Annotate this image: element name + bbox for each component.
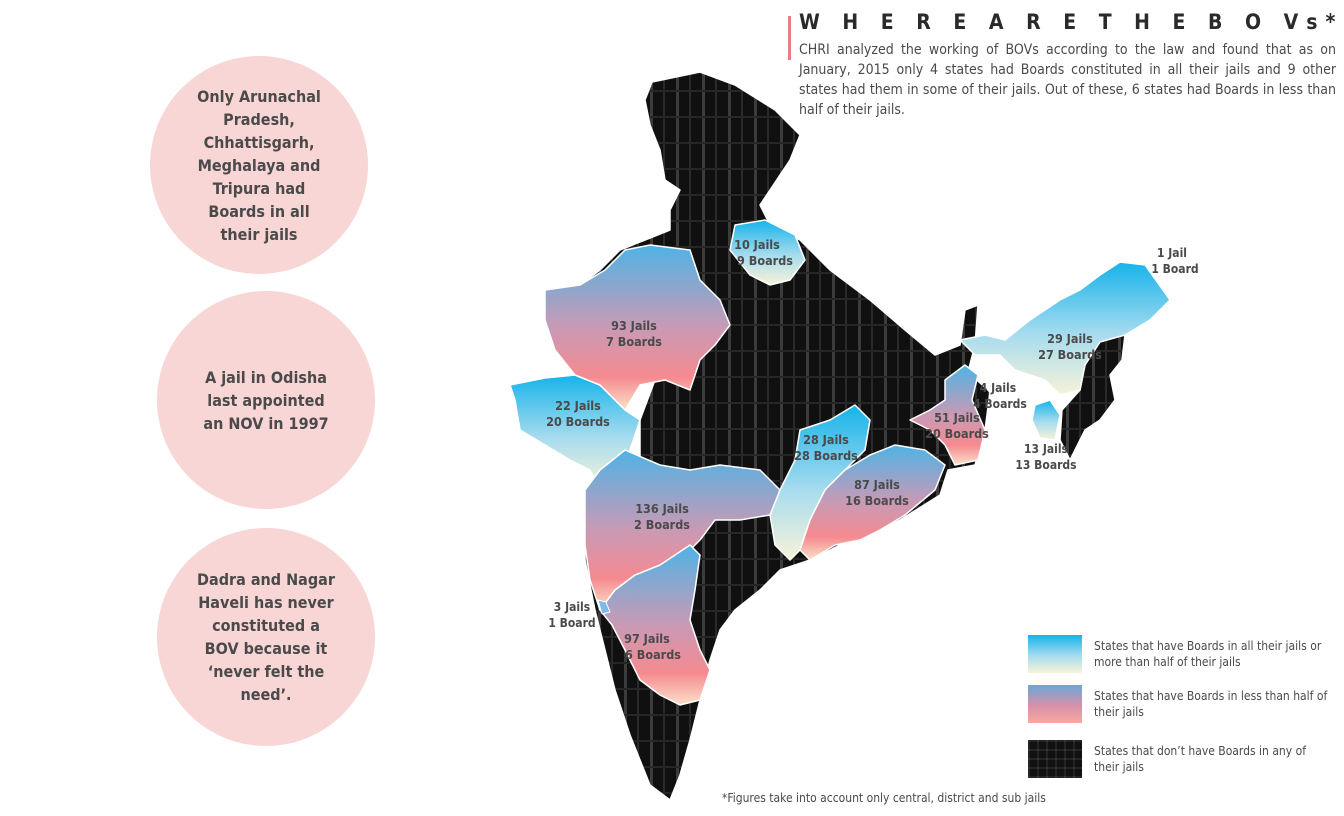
label-west-bengal: 51 Jails 20 Boards	[925, 410, 989, 441]
label-chhattisgarh: 28 Jails 28 Boards	[794, 432, 858, 463]
map-labels: 10 Jails 9 Boards 93 Jails 7 Boards 22 Jai…	[546, 237, 1199, 662]
label-assam: 29 Jails 27 Boards	[1038, 331, 1102, 362]
legend-row-few-boards: States that have Boards in less than hal…	[1028, 685, 1334, 723]
legend-swatch-pink	[1028, 685, 1082, 723]
state-rajasthan	[544, 244, 731, 411]
footnote: *Figures take into account only central,…	[722, 791, 1046, 805]
label-maharashtra: 136 Jails 2 Boards	[634, 501, 690, 532]
legend-label: States that have Boards in all their jai…	[1094, 639, 1322, 669]
fact-circle-dadra: Dadra and Nagar Haveli has never constit…	[157, 528, 375, 746]
state-northeast-blue	[959, 261, 1171, 396]
label-tripura: 13 Jails 13 Boards	[1015, 442, 1076, 472]
fact-circle-odisha: A jail in Odisha last appointed an NOV i…	[157, 291, 375, 509]
label-goa: 3 Jails 1 Board	[548, 600, 595, 630]
label-rajasthan: 93 Jails 7 Boards	[606, 318, 662, 349]
state-goa	[597, 599, 611, 615]
state-tripura	[1031, 399, 1061, 441]
label-himachal: 10 Jails 9 Boards	[734, 237, 793, 268]
label-arunachal: 1 Jail 1 Board	[1151, 246, 1198, 276]
page-title: W H E R E A R E T H E B O Vs*	[799, 10, 1344, 34]
legend-label: States that don’t have Boards in any of …	[1094, 744, 1306, 774]
legend-row-no-boards: States that don’t have Boards in any of …	[1028, 740, 1334, 778]
state-maharashtra	[584, 449, 781, 611]
state-himachal	[729, 219, 806, 286]
fact-circle-arunachal: Only Arunachal Pradesh, Chhattisgarh, Me…	[150, 56, 368, 274]
label-odisha: 87 Jails 16 Boards	[845, 477, 909, 508]
state-karnataka	[599, 544, 711, 706]
intro-paragraph: CHRI analyzed the working of BOVs accord…	[799, 42, 1336, 118]
legend-swatch-black	[1028, 740, 1082, 778]
state-odisha	[799, 444, 946, 561]
label-gujarat: 22 Jails 20 Boards	[546, 398, 610, 429]
legend-swatch-blue	[1028, 635, 1082, 673]
label-karnataka: 97 Jails 6 Boards	[624, 631, 681, 662]
title-accent-bar	[788, 16, 791, 60]
label-meghalaya: 4 Jails 4 Boards	[973, 381, 1027, 411]
fact-text: A jail in Odisha last appointed an NOV i…	[203, 367, 329, 433]
state-west-bengal	[909, 364, 986, 466]
legend-row-most-boards: States that have Boards in all their jai…	[1028, 635, 1334, 673]
fact-text: Dadra and Nagar Haveli has never constit…	[197, 570, 335, 704]
fact-text: Only Arunachal Pradesh, Chhattisgarh, Me…	[197, 86, 321, 244]
legend-label: States that have Boards in less than hal…	[1094, 689, 1328, 719]
